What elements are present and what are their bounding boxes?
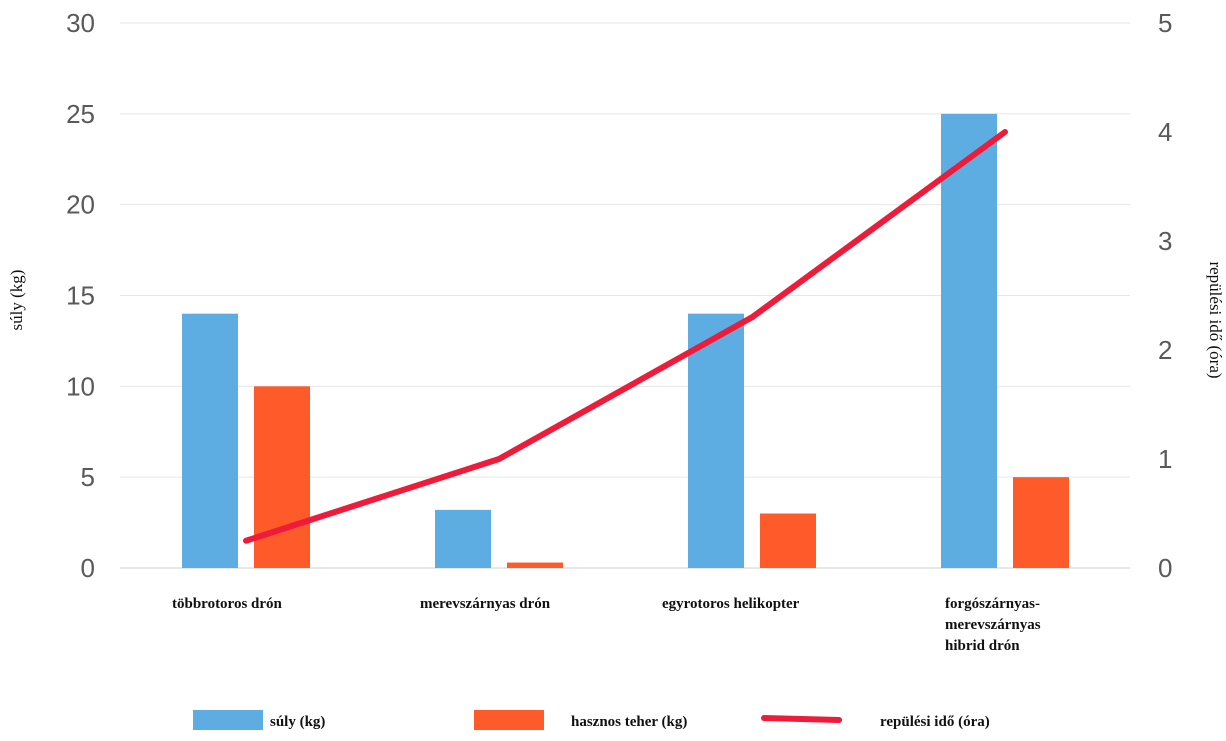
- y2-tick-label: 5: [1158, 8, 1172, 38]
- line-point: [245, 540, 247, 542]
- legend-swatch: [193, 710, 263, 730]
- category-label-line: forgószárnyas-: [945, 596, 1040, 612]
- y2-axis-title: repülési idő (óra): [1206, 261, 1225, 378]
- category-label-line: hibrid drón: [945, 638, 1020, 654]
- y-tick-label: 20: [66, 190, 95, 220]
- category-label-line: merevszárnyas: [945, 617, 1041, 633]
- bar-weight: [688, 313, 744, 568]
- y-tick-label: 5: [81, 462, 95, 492]
- legend-label: repülési idő (óra): [880, 714, 990, 730]
- legend-label: hasznos teher (kg): [571, 714, 687, 730]
- line-point: [751, 316, 753, 318]
- y-tick-label: 25: [66, 99, 95, 129]
- y2-tick-label: 3: [1158, 226, 1172, 256]
- category-labels: többrotoros drón merevszárnyas drón egyrot…: [172, 596, 1041, 654]
- y-tick-label: 0: [81, 553, 95, 583]
- bar-payload: [507, 562, 563, 568]
- category-label: merevszárnyas drón: [420, 596, 551, 612]
- flight-time-line: [243, 129, 1008, 544]
- line-series: [243, 129, 1008, 544]
- y-tick-label: 10: [66, 371, 95, 401]
- bars: [182, 113, 1069, 568]
- line-point: [1004, 131, 1006, 133]
- category-label-line: egyrotoros helikopter: [662, 596, 800, 612]
- axis-ticks: 0 5 10 15 20 25 30 0 1 2 3 4 5: [66, 8, 1172, 583]
- legend: súly (kg) hasznos teher (kg) repülési idő …: [193, 710, 990, 730]
- category-label: többrotoros drón: [172, 596, 283, 612]
- y-tick-label: 15: [66, 281, 95, 311]
- bar-payload: [760, 513, 816, 568]
- y2-tick-label: 4: [1158, 117, 1172, 147]
- bar-weight: [182, 313, 238, 568]
- y-tick-label: 30: [66, 8, 95, 38]
- line-point: [498, 458, 500, 460]
- y2-tick-label: 2: [1158, 335, 1172, 365]
- y-axis-title: súly (kg): [7, 270, 26, 331]
- category-label-line: többrotoros drón: [172, 596, 283, 612]
- legend-swatch: [474, 710, 544, 730]
- bar-weight: [435, 509, 491, 568]
- y2-tick-label: 1: [1158, 444, 1172, 474]
- category-label: forgószárnyas-merevszárnyas hibrid drón: [945, 596, 1041, 654]
- bar-payload: [254, 386, 310, 568]
- bar-payload: [1013, 477, 1069, 568]
- legend-label: súly (kg): [270, 714, 325, 730]
- y2-tick-label: 0: [1158, 553, 1172, 583]
- bar-weight: [941, 113, 997, 568]
- legend-swatch: [761, 715, 842, 723]
- category-label-line: merevszárnyas drón: [420, 596, 551, 612]
- category-label: egyrotoros helikopter: [662, 596, 800, 612]
